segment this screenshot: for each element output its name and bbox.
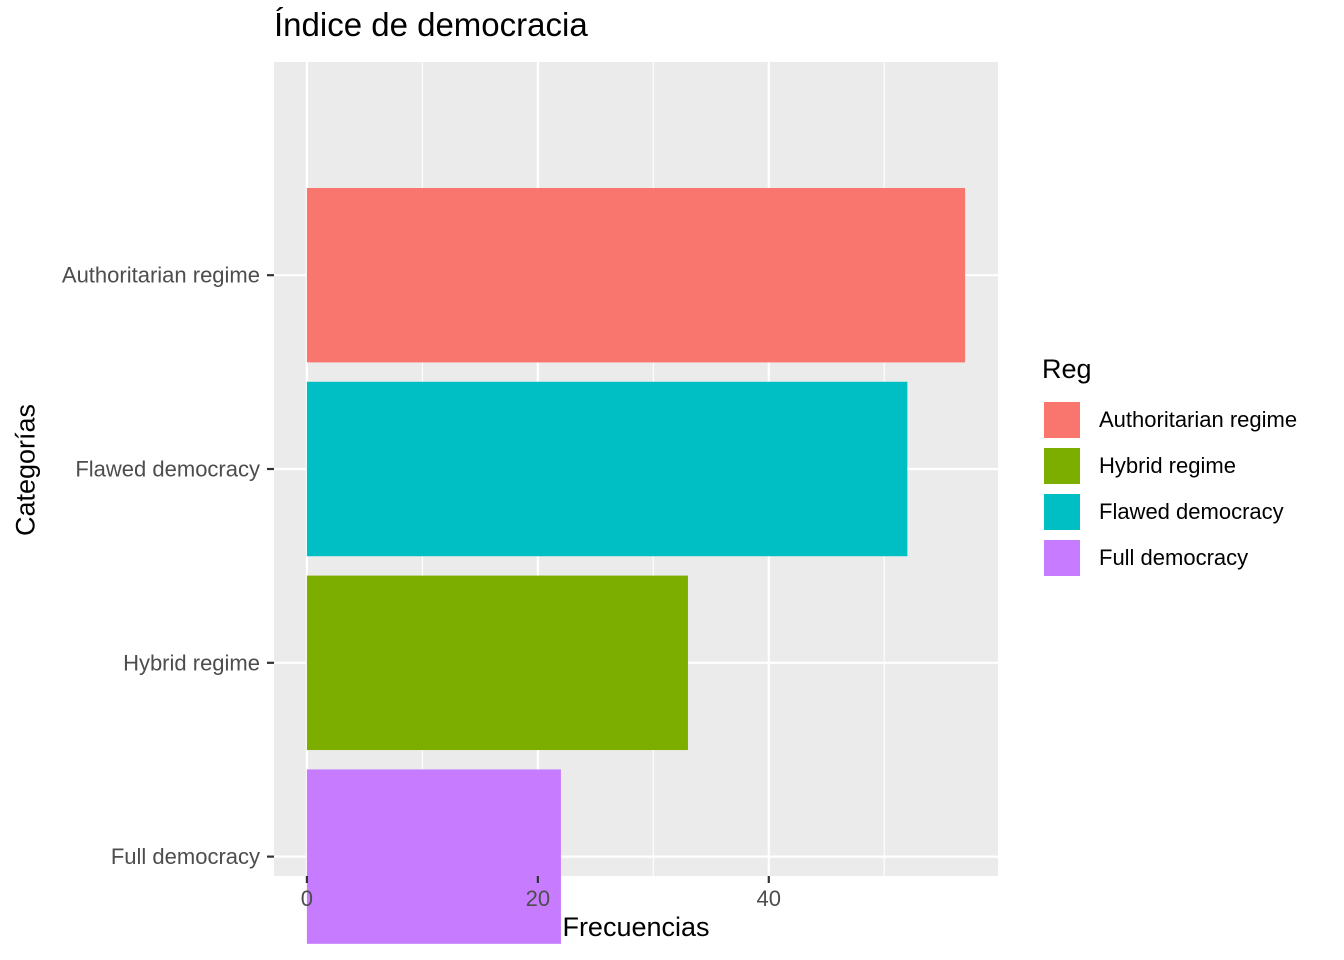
- legend-item: Flawed democracy: [1042, 489, 1297, 535]
- bar: [306, 381, 908, 557]
- legend: Reg Authoritarian regime Hybrid regime F…: [1042, 354, 1297, 581]
- y-tick-label: Authoritarian regime: [62, 263, 260, 288]
- legend-label: Hybrid regime: [1099, 453, 1236, 478]
- y-tick-label: Hybrid regime: [123, 650, 260, 675]
- legend-key-hybrid: [1042, 446, 1082, 486]
- legend-title: Reg: [1042, 354, 1092, 384]
- legend-key-flawed: [1042, 492, 1082, 532]
- x-tick-label: 20: [526, 886, 550, 911]
- legend-item: Full democracy: [1042, 535, 1297, 581]
- legend-key-full: [1042, 538, 1082, 578]
- x-tick-label: 40: [757, 886, 781, 911]
- legend-item: Authoritarian regime: [1042, 397, 1297, 443]
- legend-key-authoritarian: [1042, 400, 1082, 440]
- legend-label: Authoritarian regime: [1099, 407, 1298, 432]
- y-tick-label: Full democracy: [111, 844, 260, 869]
- bar: [306, 575, 688, 751]
- legend-label: Flawed democracy: [1099, 499, 1284, 524]
- legend-item: Hybrid regime: [1042, 443, 1297, 489]
- bar: [306, 187, 966, 363]
- y-axis-label: Categorías: [10, 403, 41, 537]
- y-tick-label: Flawed democracy: [75, 457, 260, 482]
- bar: [306, 769, 561, 944]
- chart-title: Índice de democracia: [274, 6, 588, 43]
- x-tick-label: 0: [301, 886, 313, 911]
- legend-label: Full democracy: [1099, 545, 1249, 570]
- x-axis-label: Frecuencias: [562, 912, 710, 942]
